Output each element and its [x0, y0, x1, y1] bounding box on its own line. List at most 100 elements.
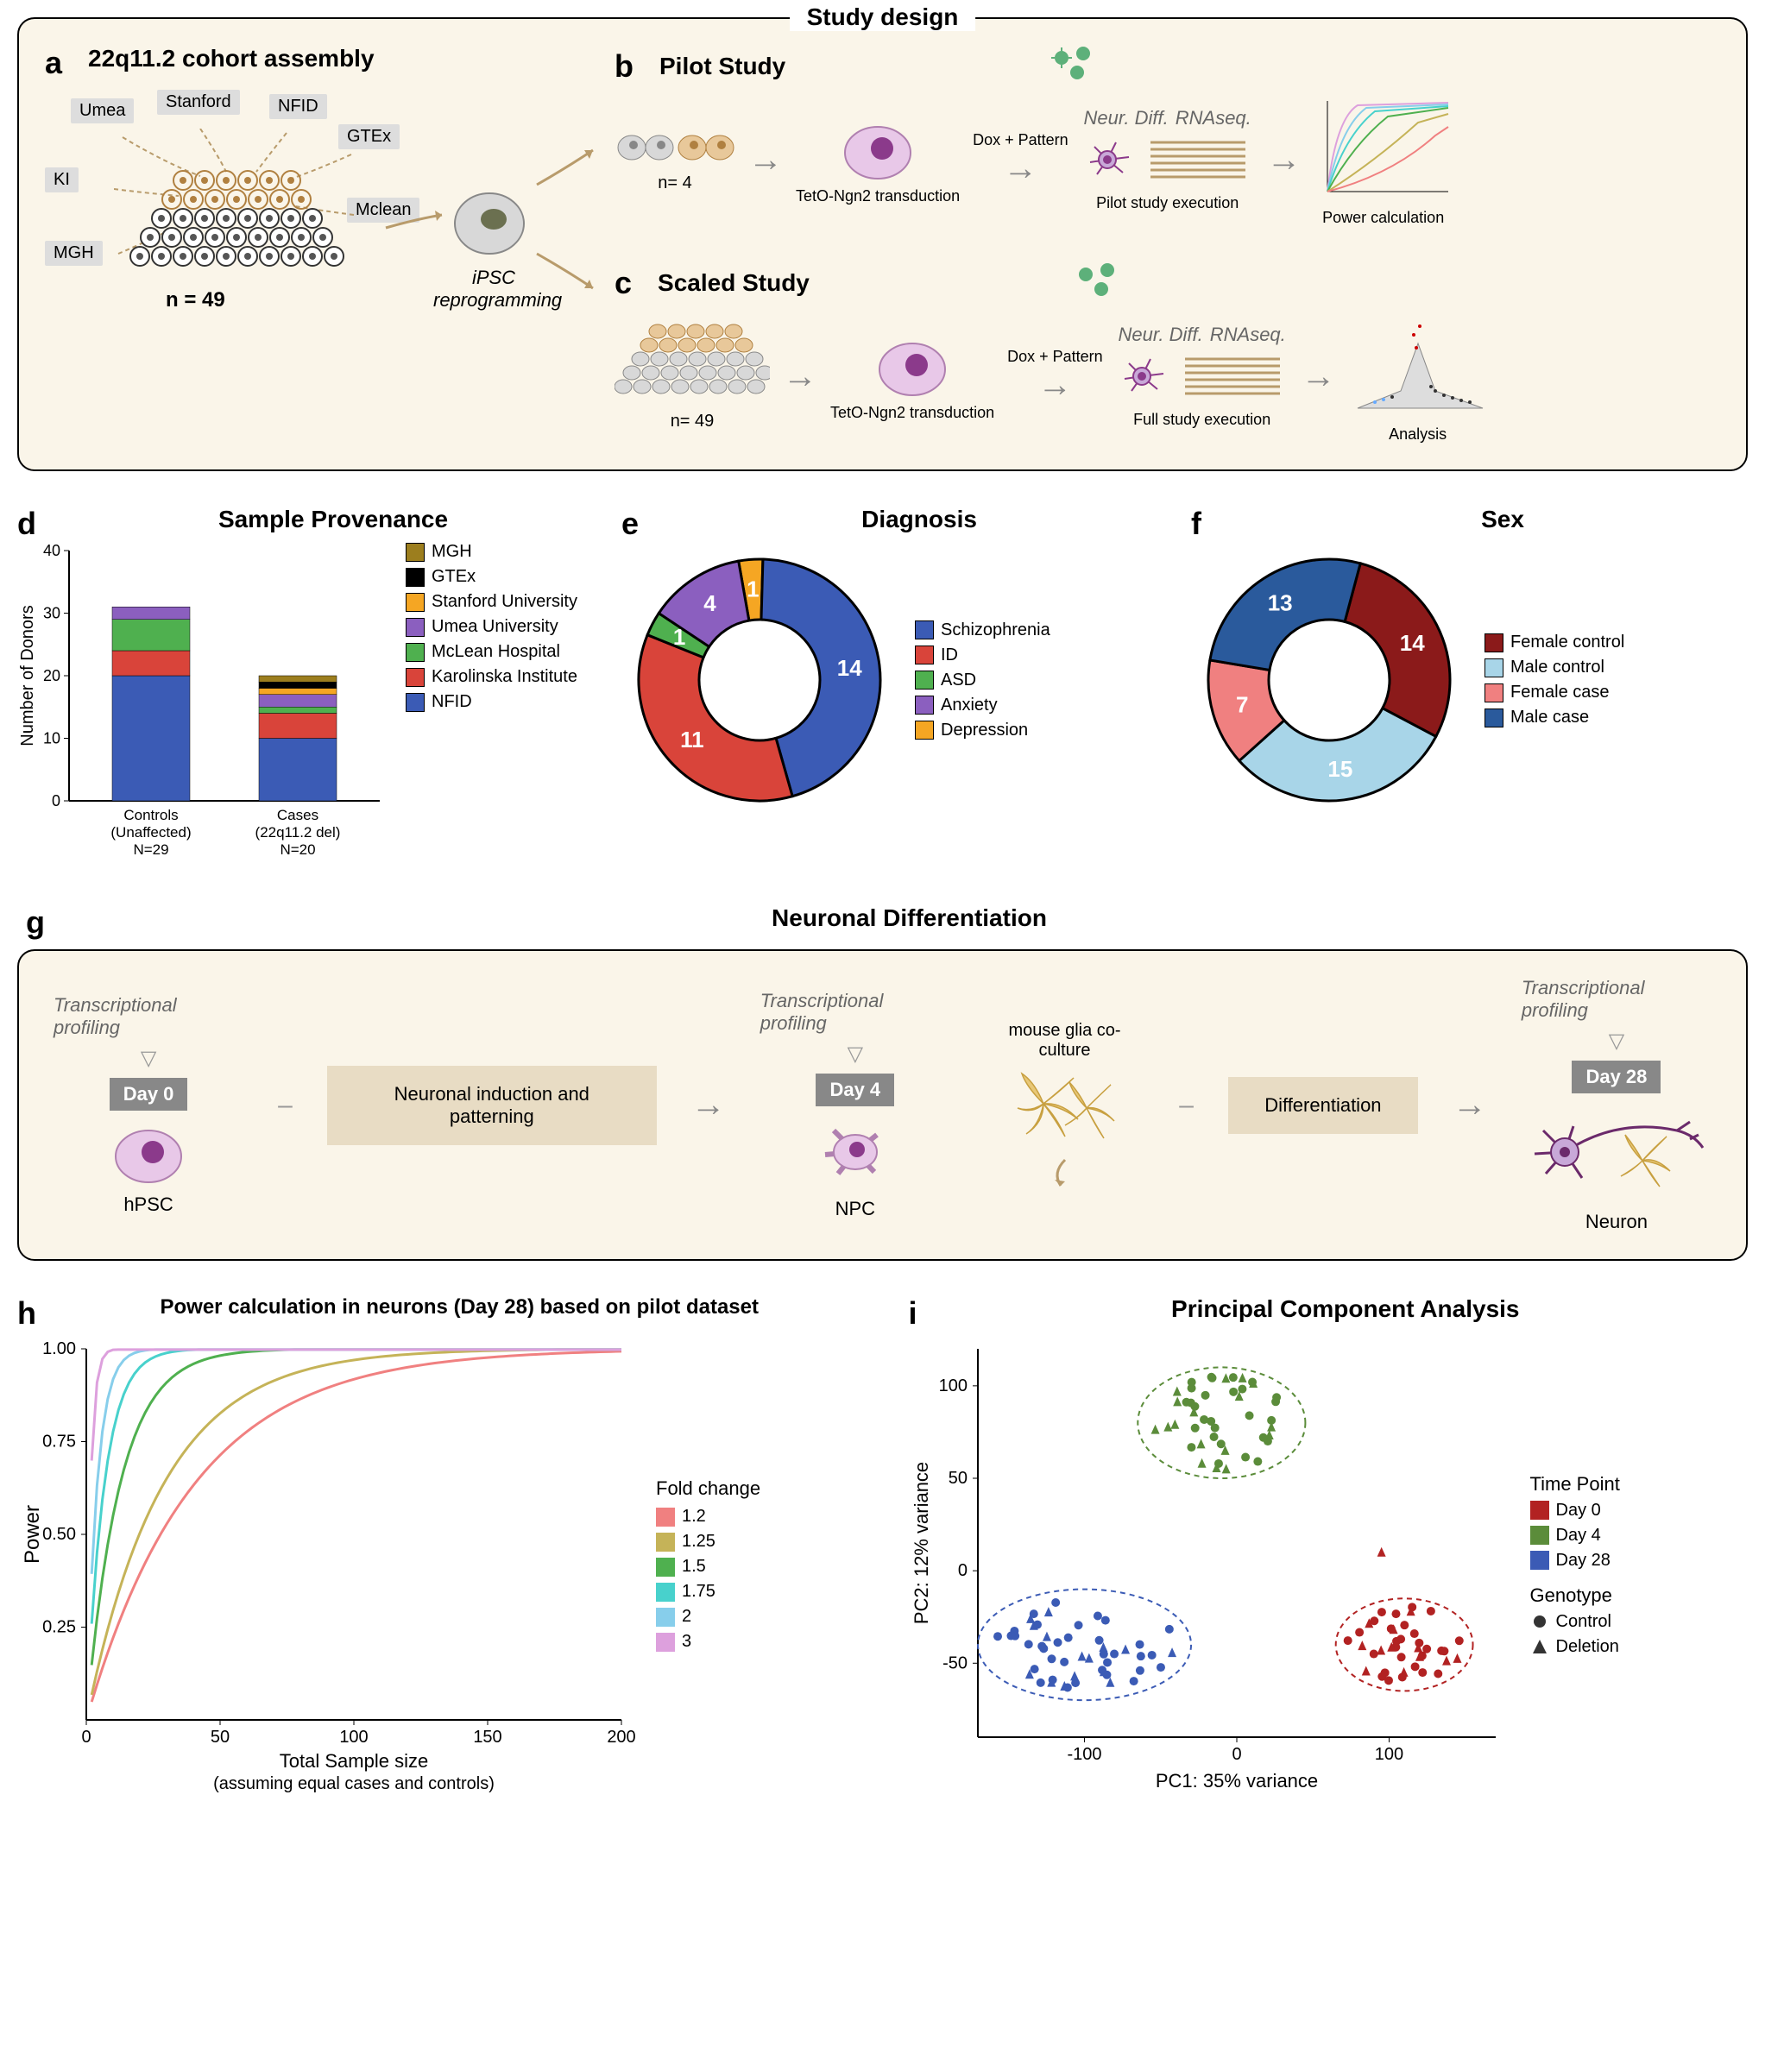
svg-text:0: 0	[52, 792, 60, 809]
legend-item: ID	[915, 646, 1050, 665]
legend-item: 1.5	[656, 1557, 760, 1577]
study-design-title: Study design	[790, 3, 976, 31]
pilot-diff: Neur. Diff.	[1084, 107, 1169, 129]
svg-text:Cases: Cases	[277, 807, 318, 823]
scaled-dox: Dox + Pattern	[1007, 348, 1103, 366]
panel-i-title: Principal Component Analysis	[1171, 1295, 1519, 1322]
genotype-title: Genotype	[1530, 1584, 1620, 1607]
panel-h: h Power calculation in neurons (Day 28) …	[17, 1295, 857, 1798]
arrow-icon: →	[1302, 357, 1336, 396]
svg-text:10: 10	[43, 730, 60, 747]
donut-chart: 1141114	[621, 542, 898, 818]
process-diff: Differentiation	[1228, 1077, 1418, 1134]
pilot-cells-icon	[615, 126, 735, 169]
panel-h-legend-title: Fold change	[656, 1477, 760, 1500]
svg-text:0: 0	[81, 1728, 91, 1747]
stacked-bar-chart: 010203040Number of DonorsControls(Unaffe…	[17, 542, 388, 870]
svg-text:(assuming equal cases and cont: (assuming equal cases and controls)	[213, 1774, 495, 1793]
legend-item: Control	[1530, 1612, 1620, 1632]
svg-text:1.00: 1.00	[42, 1339, 76, 1358]
panel-c-title: Scaled Study	[658, 269, 810, 297]
panel-e-title: Diagnosis	[861, 506, 977, 532]
chevron-down-icon: ▽	[848, 1042, 863, 1067]
panel-h-label: h	[17, 1295, 36, 1332]
scaled-exec: Full study execution	[1116, 411, 1289, 429]
profiling-label: Transcriptional profiling	[54, 994, 243, 1039]
svg-text:50: 50	[948, 1469, 967, 1488]
cohort-n: n = 49	[166, 288, 225, 312]
scaled-output: Analysis	[1349, 425, 1487, 444]
source-stanford: Stanford	[157, 90, 240, 115]
svg-text:150: 150	[473, 1728, 501, 1747]
panel-i-label: i	[909, 1295, 917, 1332]
svg-text:1: 1	[747, 576, 759, 601]
panel-a-title: 22q11.2 cohort assembly	[88, 45, 375, 72]
legend-item: ASD	[915, 671, 1050, 690]
legend-item: GTEx	[406, 567, 577, 587]
svg-text:N=29: N=29	[133, 841, 168, 858]
volcano-icon	[1349, 309, 1487, 421]
panel-a: a 22q11.2 cohort assembly Umea Stanford …	[45, 45, 597, 444]
dash-icon: –	[1179, 1091, 1194, 1120]
svg-text:14: 14	[837, 655, 862, 681]
legend-item: MGH	[406, 542, 577, 562]
day4-badge: Day 4	[816, 1074, 894, 1106]
panel-d-title: Sample Provenance	[218, 506, 448, 532]
svg-text:0.50: 0.50	[42, 1525, 76, 1544]
transduced-cell-icon	[839, 114, 917, 183]
figure-root: Study design a 22q11.2 cohort assembly U…	[17, 17, 1748, 1798]
legend-item: Deletion	[1530, 1637, 1620, 1657]
neuron-icon	[1522, 1100, 1711, 1204]
svg-text:11: 11	[680, 727, 704, 753]
svg-text:-100: -100	[1067, 1745, 1101, 1764]
panel-b-title: Pilot Study	[659, 53, 785, 80]
pilot-transduction: TetO-Ngn2 transduction	[796, 187, 960, 205]
pilot-rnaseq: RNAseq.	[1176, 107, 1251, 129]
donut-chart: 1415713	[1191, 542, 1467, 818]
glia-label: mouse glia co-culture	[985, 1021, 1144, 1061]
legend-item: 3	[656, 1632, 760, 1652]
svg-text:-50: -50	[942, 1653, 968, 1672]
panel-c-label: c	[615, 265, 632, 301]
arrow-icon	[381, 202, 451, 236]
panel-g: Transcriptional profiling ▽ Day 0 hPSC –…	[17, 949, 1748, 1261]
panel-a-label: a	[45, 45, 62, 81]
panel-i-timepoint-legend: Day 0Day 4Day 28	[1530, 1501, 1620, 1571]
stage-npc: NPC	[835, 1198, 875, 1220]
virus-icon	[1068, 261, 1129, 305]
svg-text:Number of Donors: Number of Donors	[18, 605, 37, 746]
panel-i: i Principal Component Analysis -1000100-…	[909, 1295, 1749, 1798]
profiling-label: Transcriptional profiling	[760, 990, 950, 1035]
arrow-up-icon	[533, 142, 602, 193]
arrow-icon: →	[748, 141, 783, 179]
panel-c: c Scaled Study	[615, 261, 1720, 444]
legend-item: 1.2	[656, 1507, 760, 1527]
legend-item: Karolinska Institute	[406, 667, 577, 687]
svg-text:50: 50	[211, 1728, 230, 1747]
panel-b-label: b	[615, 48, 634, 85]
legend-item: Male control	[1484, 658, 1624, 677]
svg-text:N=20: N=20	[280, 841, 315, 858]
power-curves-chart: 0.250.500.751.00050100150200Total Sample…	[17, 1332, 639, 1798]
pilot-dox: Dox + Pattern	[973, 131, 1068, 149]
profiling-label: Transcriptional profiling	[1522, 977, 1711, 1022]
legend-item: Depression	[915, 721, 1050, 740]
svg-text:100: 100	[1374, 1745, 1403, 1764]
svg-text:40: 40	[43, 542, 60, 559]
legend-item: Day 28	[1530, 1551, 1620, 1571]
source-umea: Umea	[71, 98, 134, 123]
panel-h-legend: 1.21.251.51.7523	[656, 1507, 760, 1652]
arrow-icon: →	[1003, 149, 1037, 187]
svg-text:15: 15	[1327, 756, 1352, 782]
svg-text:0.25: 0.25	[42, 1618, 76, 1637]
chevron-down-icon: ▽	[1609, 1029, 1624, 1054]
legend-item: 1.75	[656, 1582, 760, 1602]
arrow-icon: →	[691, 1086, 726, 1124]
curved-arrow-icon	[1039, 1156, 1091, 1190]
day0-badge: Day 0	[110, 1078, 188, 1111]
glia-icon	[1009, 1061, 1121, 1156]
panel-f: f Sex 1415713 Female controlMale control…	[1191, 506, 1765, 870]
arrow-down-icon	[533, 245, 602, 297]
svg-text:PC2: 12% variance: PC2: 12% variance	[911, 1462, 932, 1624]
panel-e: e Diagnosis 1141114 SchizophreniaIDASDAn…	[621, 506, 1174, 870]
